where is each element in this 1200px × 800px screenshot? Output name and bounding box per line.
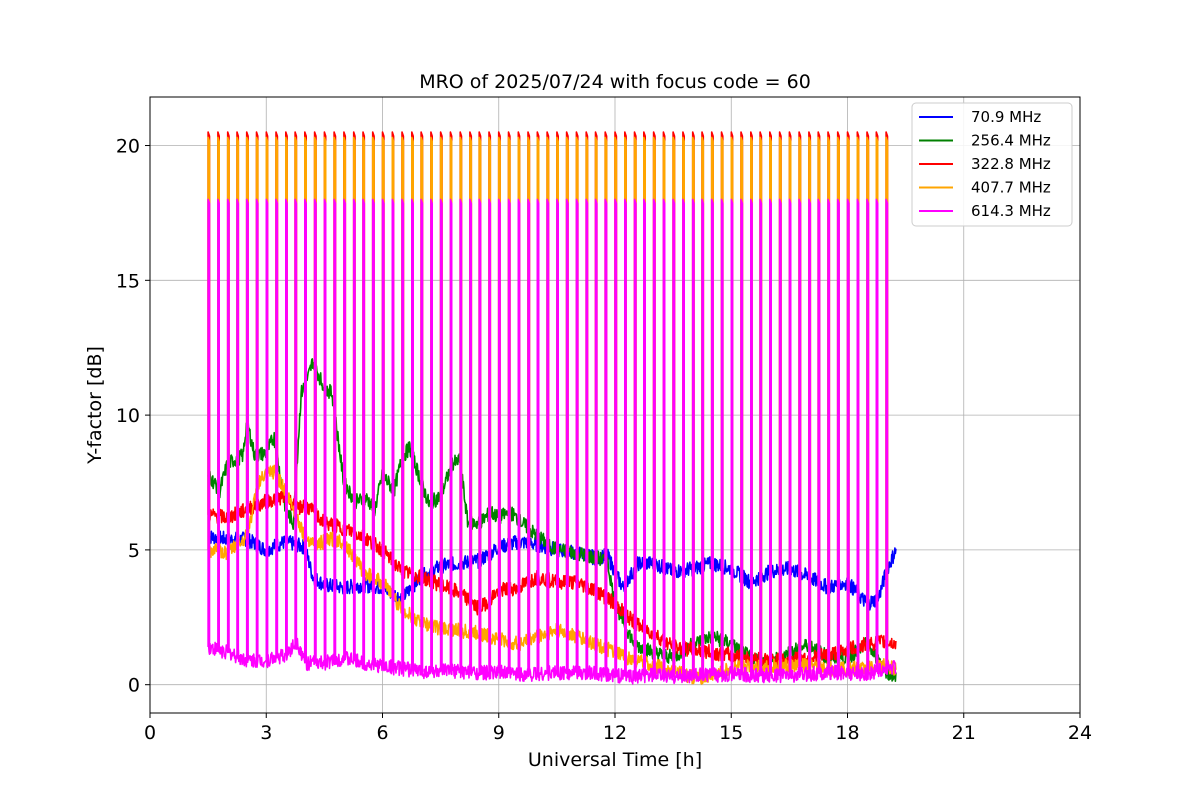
series-line-4 xyxy=(207,198,897,685)
y-axis-label: Y-factor [dB] xyxy=(84,346,106,465)
x-tick-label: 9 xyxy=(493,722,505,744)
y-tick-label: 20 xyxy=(116,136,140,158)
legend-box xyxy=(911,102,1073,227)
y-tick-label: 0 xyxy=(128,675,140,697)
legend: 70.9 MHz 256.4 MHz 322.8 MHz 407.7 MHz 614.3… xyxy=(911,102,1073,227)
y-axis-ticks: 0 5 10 15 20 xyxy=(116,136,150,697)
x-tick-label: 6 xyxy=(376,722,388,744)
y-tick-label: 5 xyxy=(128,540,140,562)
y-tick-label: 15 xyxy=(116,270,140,292)
legend-label-4: 614.3 MHz xyxy=(971,202,1051,220)
x-tick-label: 21 xyxy=(952,722,976,744)
x-tick-label: 3 xyxy=(260,722,272,744)
series-layer xyxy=(207,131,897,685)
legend-label-1: 256.4 MHz xyxy=(971,132,1051,150)
x-tick-label: 12 xyxy=(603,722,627,744)
x-axis-label: Universal Time [h] xyxy=(528,749,702,771)
chart-title: MRO of 2025/07/24 with focus code = 60 xyxy=(419,71,811,93)
x-tick-label: 18 xyxy=(835,722,859,744)
x-tick-label: 15 xyxy=(719,722,743,744)
legend-label-2: 322.8 MHz xyxy=(971,155,1051,173)
legend-label-3: 407.7 MHz xyxy=(971,179,1051,197)
legend-label-0: 70.9 MHz xyxy=(971,108,1041,126)
x-axis-ticks: 0 3 6 9 12 15 18 21 24 xyxy=(144,713,1092,744)
x-tick-label: 0 xyxy=(144,722,156,744)
plot-area xyxy=(207,131,897,685)
y-tick-label: 10 xyxy=(116,405,140,427)
x-tick-label: 24 xyxy=(1068,722,1092,744)
